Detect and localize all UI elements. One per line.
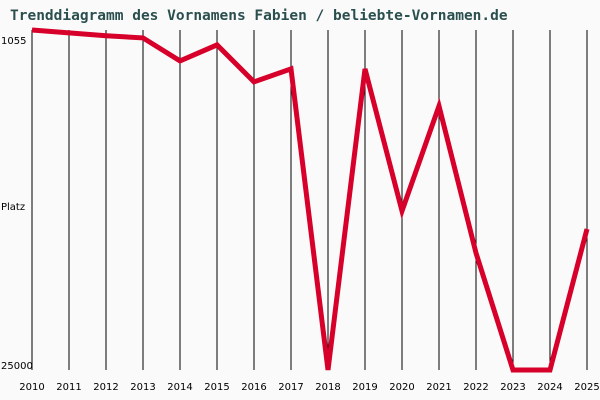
trend-line-fabien (31, 27, 590, 373)
x-tick-label-2016: 2016 (241, 382, 267, 393)
x-tick-label-2010: 2010 (19, 382, 45, 393)
x-tick-label-2023: 2023 (500, 382, 526, 393)
x-tick-label-2013: 2013 (130, 382, 156, 393)
y-axis-title: Platz (1, 202, 26, 213)
x-tick-label-2014: 2014 (167, 382, 193, 393)
x-tick-label-2015: 2015 (204, 382, 230, 393)
x-tick-label-2012: 2012 (93, 382, 119, 393)
y-axis-bottom-label: 25000 (1, 361, 33, 372)
x-tick-label-2022: 2022 (463, 382, 489, 393)
x-tick-label-2021: 2021 (426, 382, 452, 393)
x-tick-label-2020: 2020 (389, 382, 415, 393)
x-tick-label-2011: 2011 (56, 382, 82, 393)
x-tick-label-2017: 2017 (278, 382, 304, 393)
chart-title: Trenddiagramm des Vornamens Fabien / bel… (10, 8, 508, 24)
x-tick-label-2019: 2019 (352, 382, 378, 393)
x-tick-label-2025: 2025 (574, 382, 600, 393)
x-tick-label-2024: 2024 (537, 382, 563, 393)
y-axis-top-label: 1055 (1, 36, 27, 47)
x-tick-label-2018: 2018 (315, 382, 341, 393)
